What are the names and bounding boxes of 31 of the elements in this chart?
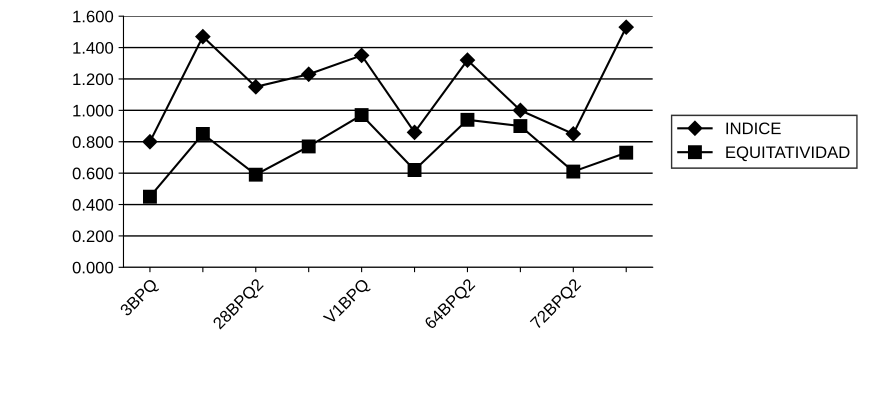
point	[142, 190, 157, 204]
y-tick-label: 1.200	[73, 73, 114, 86]
y-tick-label: 1.400	[73, 42, 114, 54]
point	[513, 119, 528, 133]
point	[195, 29, 210, 44]
point	[460, 112, 474, 127]
y-tick-label: 0.000	[72, 262, 114, 274]
point	[566, 126, 581, 142]
point	[566, 164, 580, 179]
point	[619, 146, 634, 160]
point	[408, 163, 422, 177]
point	[248, 168, 263, 182]
point	[302, 140, 316, 154]
y-tick-label: 0.800	[72, 136, 114, 148]
y-tick-label: 1.600	[73, 10, 114, 22]
y-tick-label: 0.200	[72, 230, 114, 242]
point	[460, 52, 476, 68]
point	[354, 48, 370, 64]
point	[301, 66, 316, 82]
y-tick-label: 0.600	[72, 168, 114, 180]
point	[406, 124, 422, 140]
y-tick-label: 1.000	[73, 104, 114, 117]
legend-label: EQUITATIVIDAD	[726, 146, 850, 162]
point	[142, 134, 158, 150]
point	[618, 20, 634, 35]
point	[196, 126, 210, 141]
point	[248, 79, 264, 94]
point	[512, 102, 528, 118]
y-tick-label: 0.400	[72, 198, 114, 211]
legend-label: INDICE	[726, 122, 781, 134]
point	[354, 108, 369, 122]
